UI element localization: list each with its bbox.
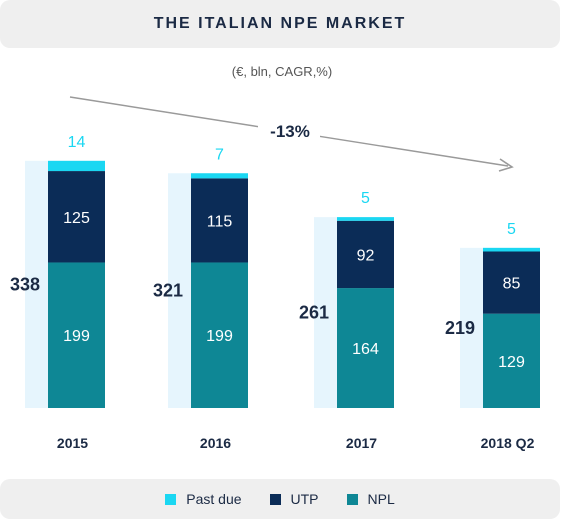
bar-npl-3 — [483, 313, 540, 408]
legend: Past due UTP NPL — [0, 479, 560, 519]
legend-swatch-npl — [346, 493, 358, 505]
data-label-npl-3: 129 — [498, 354, 525, 371]
cagr-label: -13% — [270, 122, 310, 141]
data-label-past-due-2: 5 — [361, 190, 370, 207]
legend-item-utp: UTP — [269, 491, 319, 507]
bar-past-due-3 — [483, 247, 540, 252]
legend-item-npl: NPL — [346, 491, 395, 507]
legend-swatch-utp — [269, 493, 281, 505]
title-bar: THE ITALIAN NPE MARKET — [0, 0, 560, 48]
stacked-bar-chart: -13% 199 125 14 338 2015 199 115 7 321 2016 164 92 5 2… — [10, 96, 540, 451]
data-label-past-due-1: 7 — [215, 146, 224, 163]
data-label-past-due-0: 14 — [68, 134, 86, 151]
cagr-arrow-head — [498, 158, 514, 172]
x-tick-label-0: 2015 — [57, 435, 88, 451]
data-label-past-due-3: 5 — [507, 221, 516, 238]
bar-npl-2 — [337, 288, 394, 408]
legend-swatch-past-due — [165, 493, 177, 505]
cagr-label-bg — [258, 116, 320, 144]
data-label-npl-2: 164 — [352, 341, 379, 358]
bar-utp-0 — [48, 171, 105, 263]
chart-title: THE ITALIAN NPE MARKET — [153, 15, 407, 32]
legend-label-utp: UTP — [290, 491, 319, 507]
legend-label-npl: NPL — [367, 491, 395, 507]
x-tick-label-3: 2018 Q2 — [481, 435, 535, 451]
bar-past-due-2 — [337, 217, 394, 221]
data-label-utp-2: 92 — [357, 247, 375, 264]
total-label-0: 338 — [10, 274, 40, 294]
bar-utp-2 — [337, 220, 394, 289]
bar-utp-1 — [191, 178, 248, 263]
chart-subtitle: (€, bln, CAGR,%) — [231, 64, 333, 79]
legend-item-past-due: Past due — [165, 491, 242, 507]
x-tick-label-2: 2017 — [346, 435, 377, 451]
legend-label-past-due: Past due — [186, 491, 242, 507]
total-label-3: 219 — [445, 318, 475, 338]
data-label-utp-1: 115 — [207, 213, 233, 230]
bar-utp-3 — [483, 251, 540, 314]
bar-past-due-0 — [48, 160, 105, 172]
bar-past-due-1 — [191, 173, 248, 179]
data-label-npl-0: 199 — [63, 328, 90, 345]
data-label-npl-1: 199 — [206, 328, 233, 345]
total-label-2: 261 — [299, 303, 329, 323]
bar-npl-1 — [191, 262, 248, 408]
x-tick-label-1: 2016 — [200, 435, 231, 451]
bar-npl-0 — [48, 262, 105, 408]
total-label-1: 321 — [153, 281, 183, 301]
data-label-utp-3: 85 — [503, 276, 521, 293]
data-label-utp-0: 125 — [63, 210, 90, 227]
